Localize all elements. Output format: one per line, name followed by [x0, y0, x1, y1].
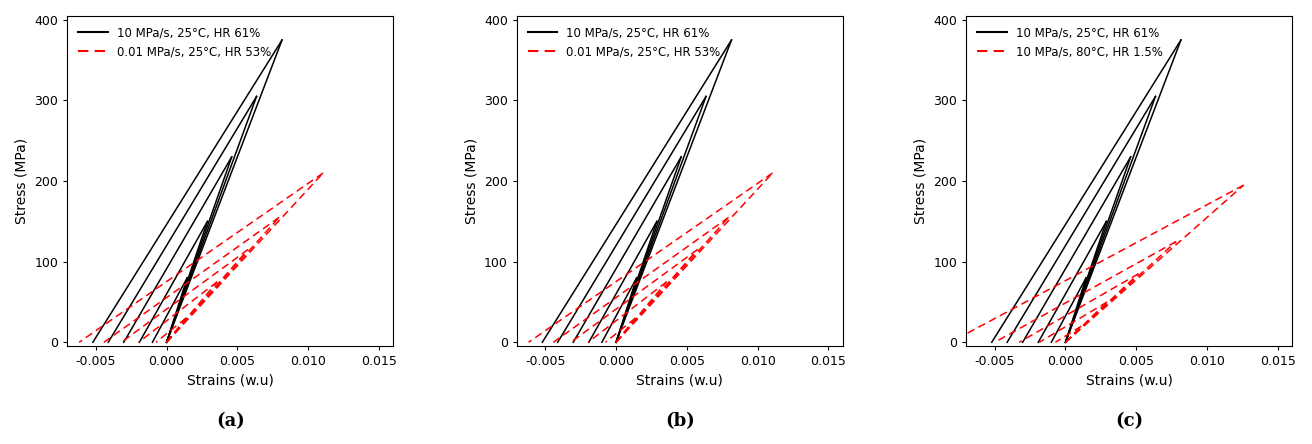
Legend: 10 MPa/s, 25°C, HR 61%, 0.01 MPa/s, 25°C, HR 53%: 10 MPa/s, 25°C, HR 61%, 0.01 MPa/s, 25°C… — [522, 22, 726, 63]
Y-axis label: Stress (MPa): Stress (MPa) — [914, 138, 928, 224]
X-axis label: Strains (w.u): Strains (w.u) — [186, 374, 274, 388]
X-axis label: Strains (w.u): Strains (w.u) — [1086, 374, 1173, 388]
Text: (c): (c) — [1115, 412, 1143, 430]
Legend: 10 MPa/s, 25°C, HR 61%, 0.01 MPa/s, 25°C, HR 53%: 10 MPa/s, 25°C, HR 61%, 0.01 MPa/s, 25°C… — [73, 22, 276, 63]
Y-axis label: Stress (MPa): Stress (MPa) — [14, 138, 29, 224]
Text: (b): (b) — [665, 412, 694, 430]
Legend: 10 MPa/s, 25°C, HR 61%, 10 MPa/s, 80°C, HR 1.5%: 10 MPa/s, 25°C, HR 61%, 10 MPa/s, 80°C, … — [972, 22, 1168, 63]
X-axis label: Strains (w.u): Strains (w.u) — [636, 374, 723, 388]
Text: (a): (a) — [216, 412, 244, 430]
Y-axis label: Stress (MPa): Stress (MPa) — [464, 138, 479, 224]
